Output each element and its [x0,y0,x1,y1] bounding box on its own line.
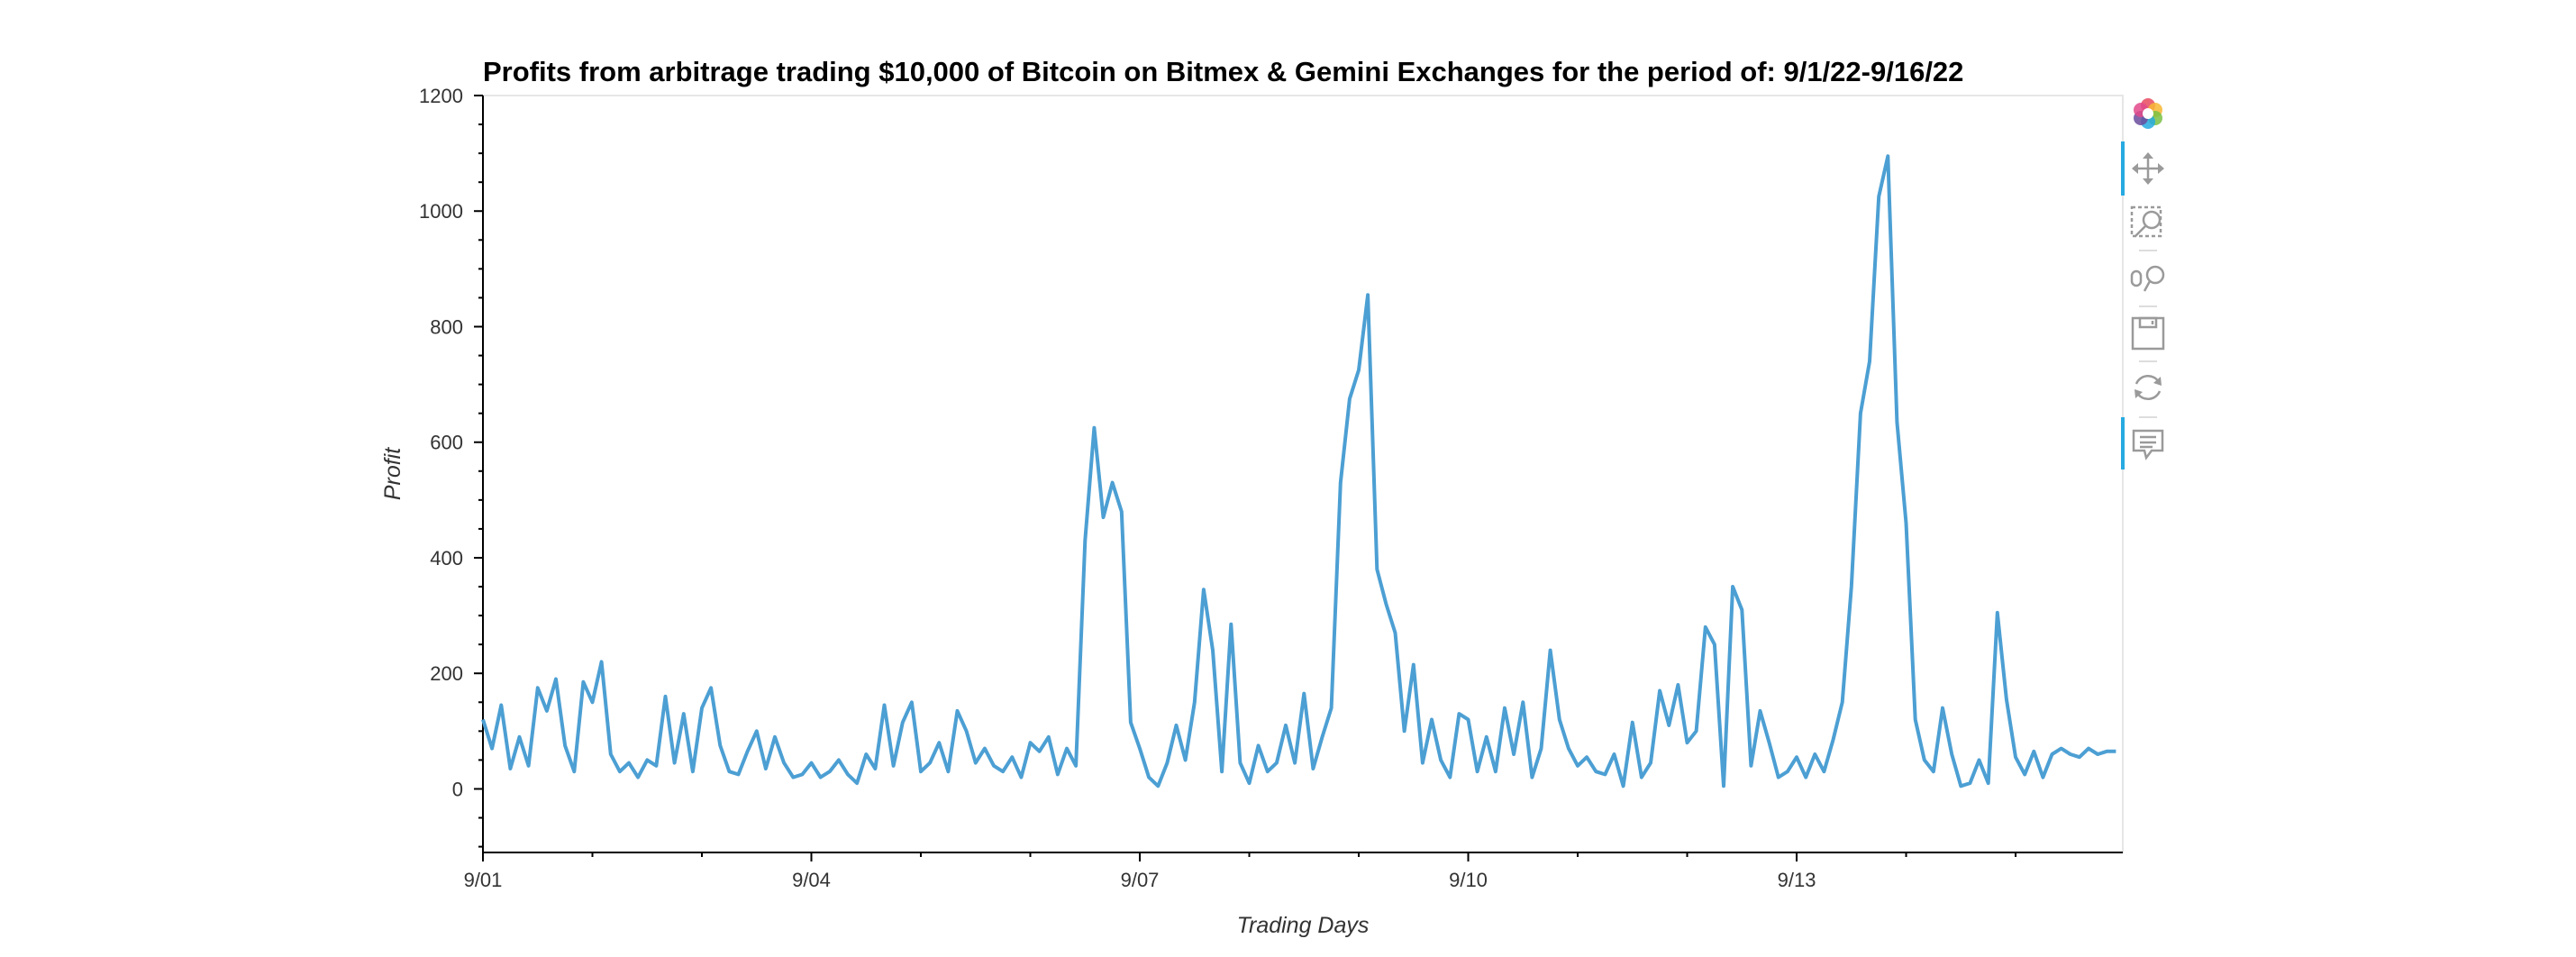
hover-icon[interactable] [2132,429,2164,460]
wheel-zoom-icon[interactable] [2130,265,2165,292]
y-tick-label: 200 [430,662,463,685]
x-axis-label: Trading Days [1237,913,1370,938]
pan-icon[interactable] [2132,152,2164,185]
y-tick-label: 1200 [419,85,463,107]
y-tick-label: 600 [430,432,463,454]
chart-toolbar [2121,98,2165,469]
x-tick-label: 9/04 [792,869,831,891]
reset-icon[interactable] [2135,375,2162,400]
bokeh-logo-icon[interactable] [2134,98,2162,129]
y-axis-label: Profit [380,447,405,500]
pan-active-indicator [2121,141,2125,196]
box-zoom-icon[interactable] [2130,205,2162,238]
x-tick-label: 9/07 [1121,869,1160,891]
y-axis-ticks: 0 200 400 600 800 1000 1200 [419,85,483,848]
x-tick-label: 9/10 [1449,869,1488,891]
save-icon[interactable] [2131,316,2165,351]
y-tick-label: 0 [452,778,463,800]
y-tick-label: 1000 [419,200,463,223]
x-tick-label: 9/13 [1778,869,1816,891]
y-tick-label: 400 [430,547,463,570]
profit-series-line [481,154,2116,788]
y-tick-label: 800 [430,315,463,338]
hover-active-indicator [2121,417,2125,469]
chart-title: Profits from arbitrage trading $10,000 o… [483,56,1963,87]
x-tick-label: 9/01 [464,869,503,891]
x-axis-ticks: 9/01 9/04 9/07 9/10 9/13 [464,852,2017,891]
